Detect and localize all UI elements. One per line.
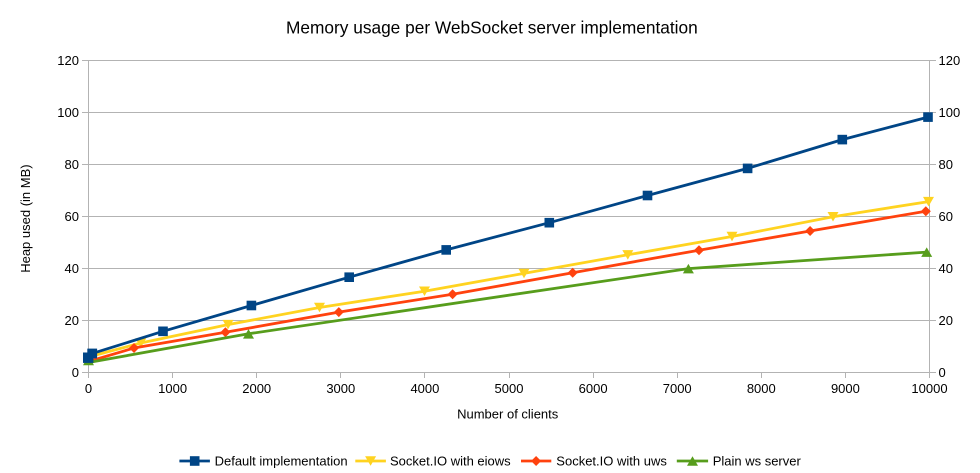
svg-text:2000: 2000 [242, 381, 271, 396]
svg-text:8000: 8000 [747, 381, 776, 396]
svg-text:40: 40 [65, 261, 79, 276]
svg-text:Memory usage per WebSocket ser: Memory usage per WebSocket server implem… [286, 18, 698, 38]
svg-text:40: 40 [939, 261, 953, 276]
svg-text:10000: 10000 [911, 381, 947, 396]
svg-text:9000: 9000 [831, 381, 860, 396]
svg-text:Socket.IO with uws: Socket.IO with uws [556, 454, 667, 469]
svg-text:0: 0 [72, 365, 79, 380]
svg-text:120: 120 [57, 53, 79, 68]
svg-text:Heap used (in MB): Heap used (in MB) [18, 164, 33, 272]
svg-text:20: 20 [65, 313, 79, 328]
svg-text:0: 0 [939, 365, 946, 380]
svg-text:5000: 5000 [495, 381, 524, 396]
svg-text:100: 100 [57, 105, 79, 120]
svg-text:4000: 4000 [410, 381, 439, 396]
svg-text:60: 60 [65, 209, 79, 224]
svg-text:Plain ws server: Plain ws server [713, 454, 802, 469]
svg-text:1000: 1000 [158, 381, 187, 396]
svg-text:100: 100 [939, 105, 961, 120]
svg-text:6000: 6000 [579, 381, 608, 396]
svg-text:60: 60 [939, 209, 953, 224]
svg-text:80: 80 [939, 157, 953, 172]
svg-text:0: 0 [85, 381, 92, 396]
svg-text:3000: 3000 [326, 381, 355, 396]
svg-text:Socket.IO with eiows: Socket.IO with eiows [390, 454, 511, 469]
svg-text:20: 20 [939, 313, 953, 328]
svg-text:Default implementation: Default implementation [215, 454, 348, 469]
svg-text:80: 80 [65, 157, 79, 172]
svg-text:Number of clients: Number of clients [457, 406, 559, 421]
svg-text:120: 120 [939, 53, 961, 68]
svg-text:7000: 7000 [663, 381, 692, 396]
